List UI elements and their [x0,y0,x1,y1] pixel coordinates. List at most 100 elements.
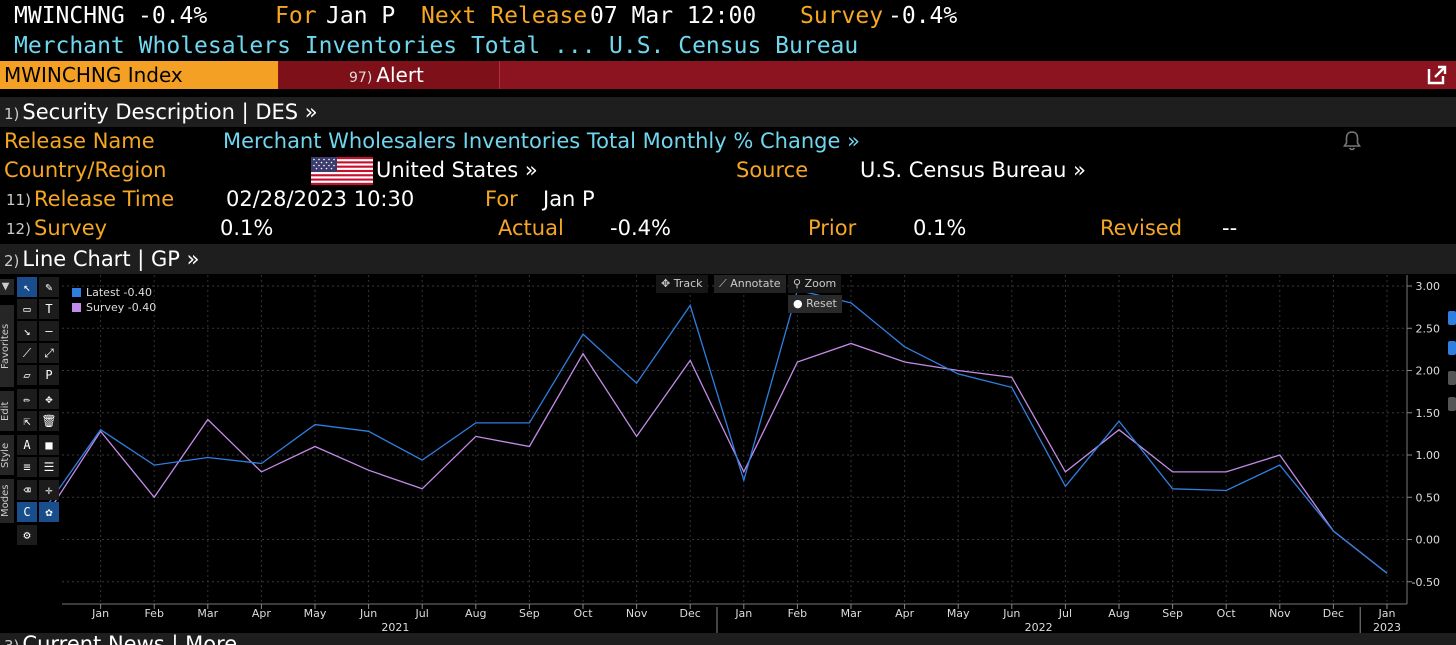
prior-value: 0.1% [913,216,967,240]
x-tick-label: Oct [1217,607,1237,620]
index-label[interactable]: MWINCHNG Index [0,61,278,89]
y-tick-label: 1.00 [1416,449,1441,462]
current-news-header[interactable]: 3)Current News | More [0,633,1456,645]
legend-item-survey[interactable]: Survey -0.40 [72,301,156,314]
annotate-button[interactable]: ⟋ Annotate [714,275,786,293]
x-tick-label: Jul [1058,607,1072,620]
x-tick-label: Jan [734,607,752,620]
ray-line-icon[interactable]: ⤢ [39,343,59,363]
x-tick-label: Dec [680,607,701,620]
survey-row: 12) Survey 0.1% Actual -0.4% Prior 0.1% … [0,214,1456,243]
y-tick-label: 0.50 [1416,491,1441,504]
zoom-button[interactable]: ⚲ Zoom [788,275,842,293]
right-edge-checkbox-survey[interactable] [1448,341,1456,355]
zoom-label: Zoom [804,277,837,290]
release-time-number: 11) [6,191,31,209]
eraser-icon[interactable]: ⌫ [17,480,37,500]
legend-item-latest[interactable]: Latest -0.40 [72,286,152,299]
line-chart-header[interactable]: 2) Line Chart | GP » [0,244,1456,274]
line-style-icon[interactable]: ☰ [39,457,59,477]
price-tool-icon[interactable]: P [39,365,59,385]
alert-number: 97) [349,70,373,86]
x-tick-label: Sep [519,607,540,620]
tab-edit[interactable]: Edit [0,391,14,431]
source-link[interactable]: U.S. Census Bureau » [860,158,1086,182]
drawing-toolbar: ▲ Favorites Edit Style Modes ↖ ✎ ▭ T ↘ —… [0,275,62,545]
select-icon[interactable]: ⇱ [17,411,37,431]
ticker-value: -0.4% [138,3,208,29]
section-number: 3) [4,637,19,645]
right-edge-control[interactable] [1448,371,1456,385]
security-description-header[interactable]: 1) Security Description | DES » [0,97,1456,127]
x-tick-label: Jan [1378,607,1396,620]
x-tick-label: Aug [465,607,486,620]
horizontal-gridlines [62,285,1407,583]
chart-canvas[interactable]: 3.00 2.50 2.00 1.50 1.00 0.50 0.00 -0.50 Jan Feb… [0,275,1456,633]
revised-label: Revised [1100,216,1183,240]
popout-icon[interactable] [1426,64,1448,86]
track-label: Track [673,277,703,290]
y-tick-label: 2.00 [1416,365,1441,378]
survey-number: 12) [6,220,31,238]
rectangle-tool-icon[interactable]: ▭ [17,299,37,319]
x-tick-label: Mar [841,607,862,620]
trash-icon[interactable]: 🗑 [39,411,59,431]
right-edge-checkbox-latest[interactable] [1448,311,1456,325]
edit-pen-icon[interactable]: ✏ [17,389,37,409]
section-title: Security Description | DES » [22,100,318,124]
release-name-link[interactable]: Merchant Wholesalers Inventories Total M… [223,129,860,153]
arrow-tool-icon[interactable]: ↘ [17,321,37,341]
year-label: 2022 [1025,621,1053,633]
x-axis-ticks: Jan Feb Mar Apr May Jun Jul Aug Sep Oct Nov Dec Jan F… [91,604,1401,633]
survey-value: 0.1% [220,216,274,240]
track-button[interactable]: ✥ Track [656,275,708,293]
right-edge-control-2[interactable] [1448,397,1456,411]
release-time-row: 11) Release Time 02/28/2023 10:30 For Ja… [0,185,1456,214]
legend-swatch-survey [72,303,81,312]
tab-modes[interactable]: Modes [0,479,14,523]
pen-tool-icon[interactable]: ✎ [39,277,59,297]
x-tick-label: Feb [144,607,163,620]
pointer-tool-icon[interactable]: ↖ [17,277,37,297]
color-palette-icon[interactable]: ✿ [39,502,59,522]
x-tick-label: Apr [252,607,272,620]
security-name: Merchant Wholesalers Inventories Total .… [14,33,596,59]
alert-bar: MWINCHNG Index 97) Alert [0,61,1456,89]
x-tick-label: Jan [91,607,109,620]
x-tick-label: Feb [788,607,807,620]
section-number: 1) [4,105,20,123]
release-time-label[interactable]: Release Time [34,187,175,211]
move-icon[interactable]: ✥ [39,389,59,409]
toolbar-collapse-icon[interactable]: ▲ [0,279,14,295]
survey-label[interactable]: Survey [34,216,108,240]
fill-color-icon[interactable]: ■ [39,435,59,455]
x-tick-label: Sep [1162,607,1183,620]
channel-tool-icon[interactable]: ▱ [17,365,37,385]
crosshair-mode-icon[interactable]: ✛ [39,480,59,500]
release-time-value: 02/28/2023 10:30 [226,187,415,211]
text-tool-icon[interactable]: T [39,299,59,319]
ticker-subtitle: Merchant Wholesalers Inventories Total .… [0,32,1456,60]
series-line-survey [46,342,1388,574]
tab-style[interactable]: Style [0,435,14,475]
line-weight-icon[interactable]: ≡ [17,457,37,477]
font-style-icon[interactable]: A [17,435,37,455]
ticker-bar: MWINCHNG -0.4% For Jan P Next Release 07… [0,0,1456,32]
horizontal-line-icon[interactable]: — [39,321,59,341]
settings-gear-icon[interactable]: ⚙ [17,525,37,545]
ticker-next-value: 07 Mar 12:00 [590,3,757,29]
line-chart[interactable]: 3.00 2.50 2.00 1.50 1.00 0.50 0.00 -0.50 Jan Feb… [0,275,1456,633]
tab-favorites[interactable]: Favorites [0,305,14,387]
trend-line-icon[interactable]: ⟋ [17,343,37,363]
x-tick-label: Oct [573,607,593,620]
bell-icon[interactable] [1342,130,1362,152]
reset-icon: ● [793,297,803,310]
legend-survey-value: -0.40 [127,301,157,314]
reset-button[interactable]: ● Reset [788,295,842,313]
country-link[interactable]: United States » [376,158,538,182]
magnet-mode-icon[interactable]: C [17,502,37,522]
release-name-row: Release Name Merchant Wholesalers Invent… [0,127,1456,156]
actual-label: Actual [498,216,564,240]
alert-button[interactable]: 97) Alert [279,61,500,89]
revised-value: -- [1222,216,1238,240]
